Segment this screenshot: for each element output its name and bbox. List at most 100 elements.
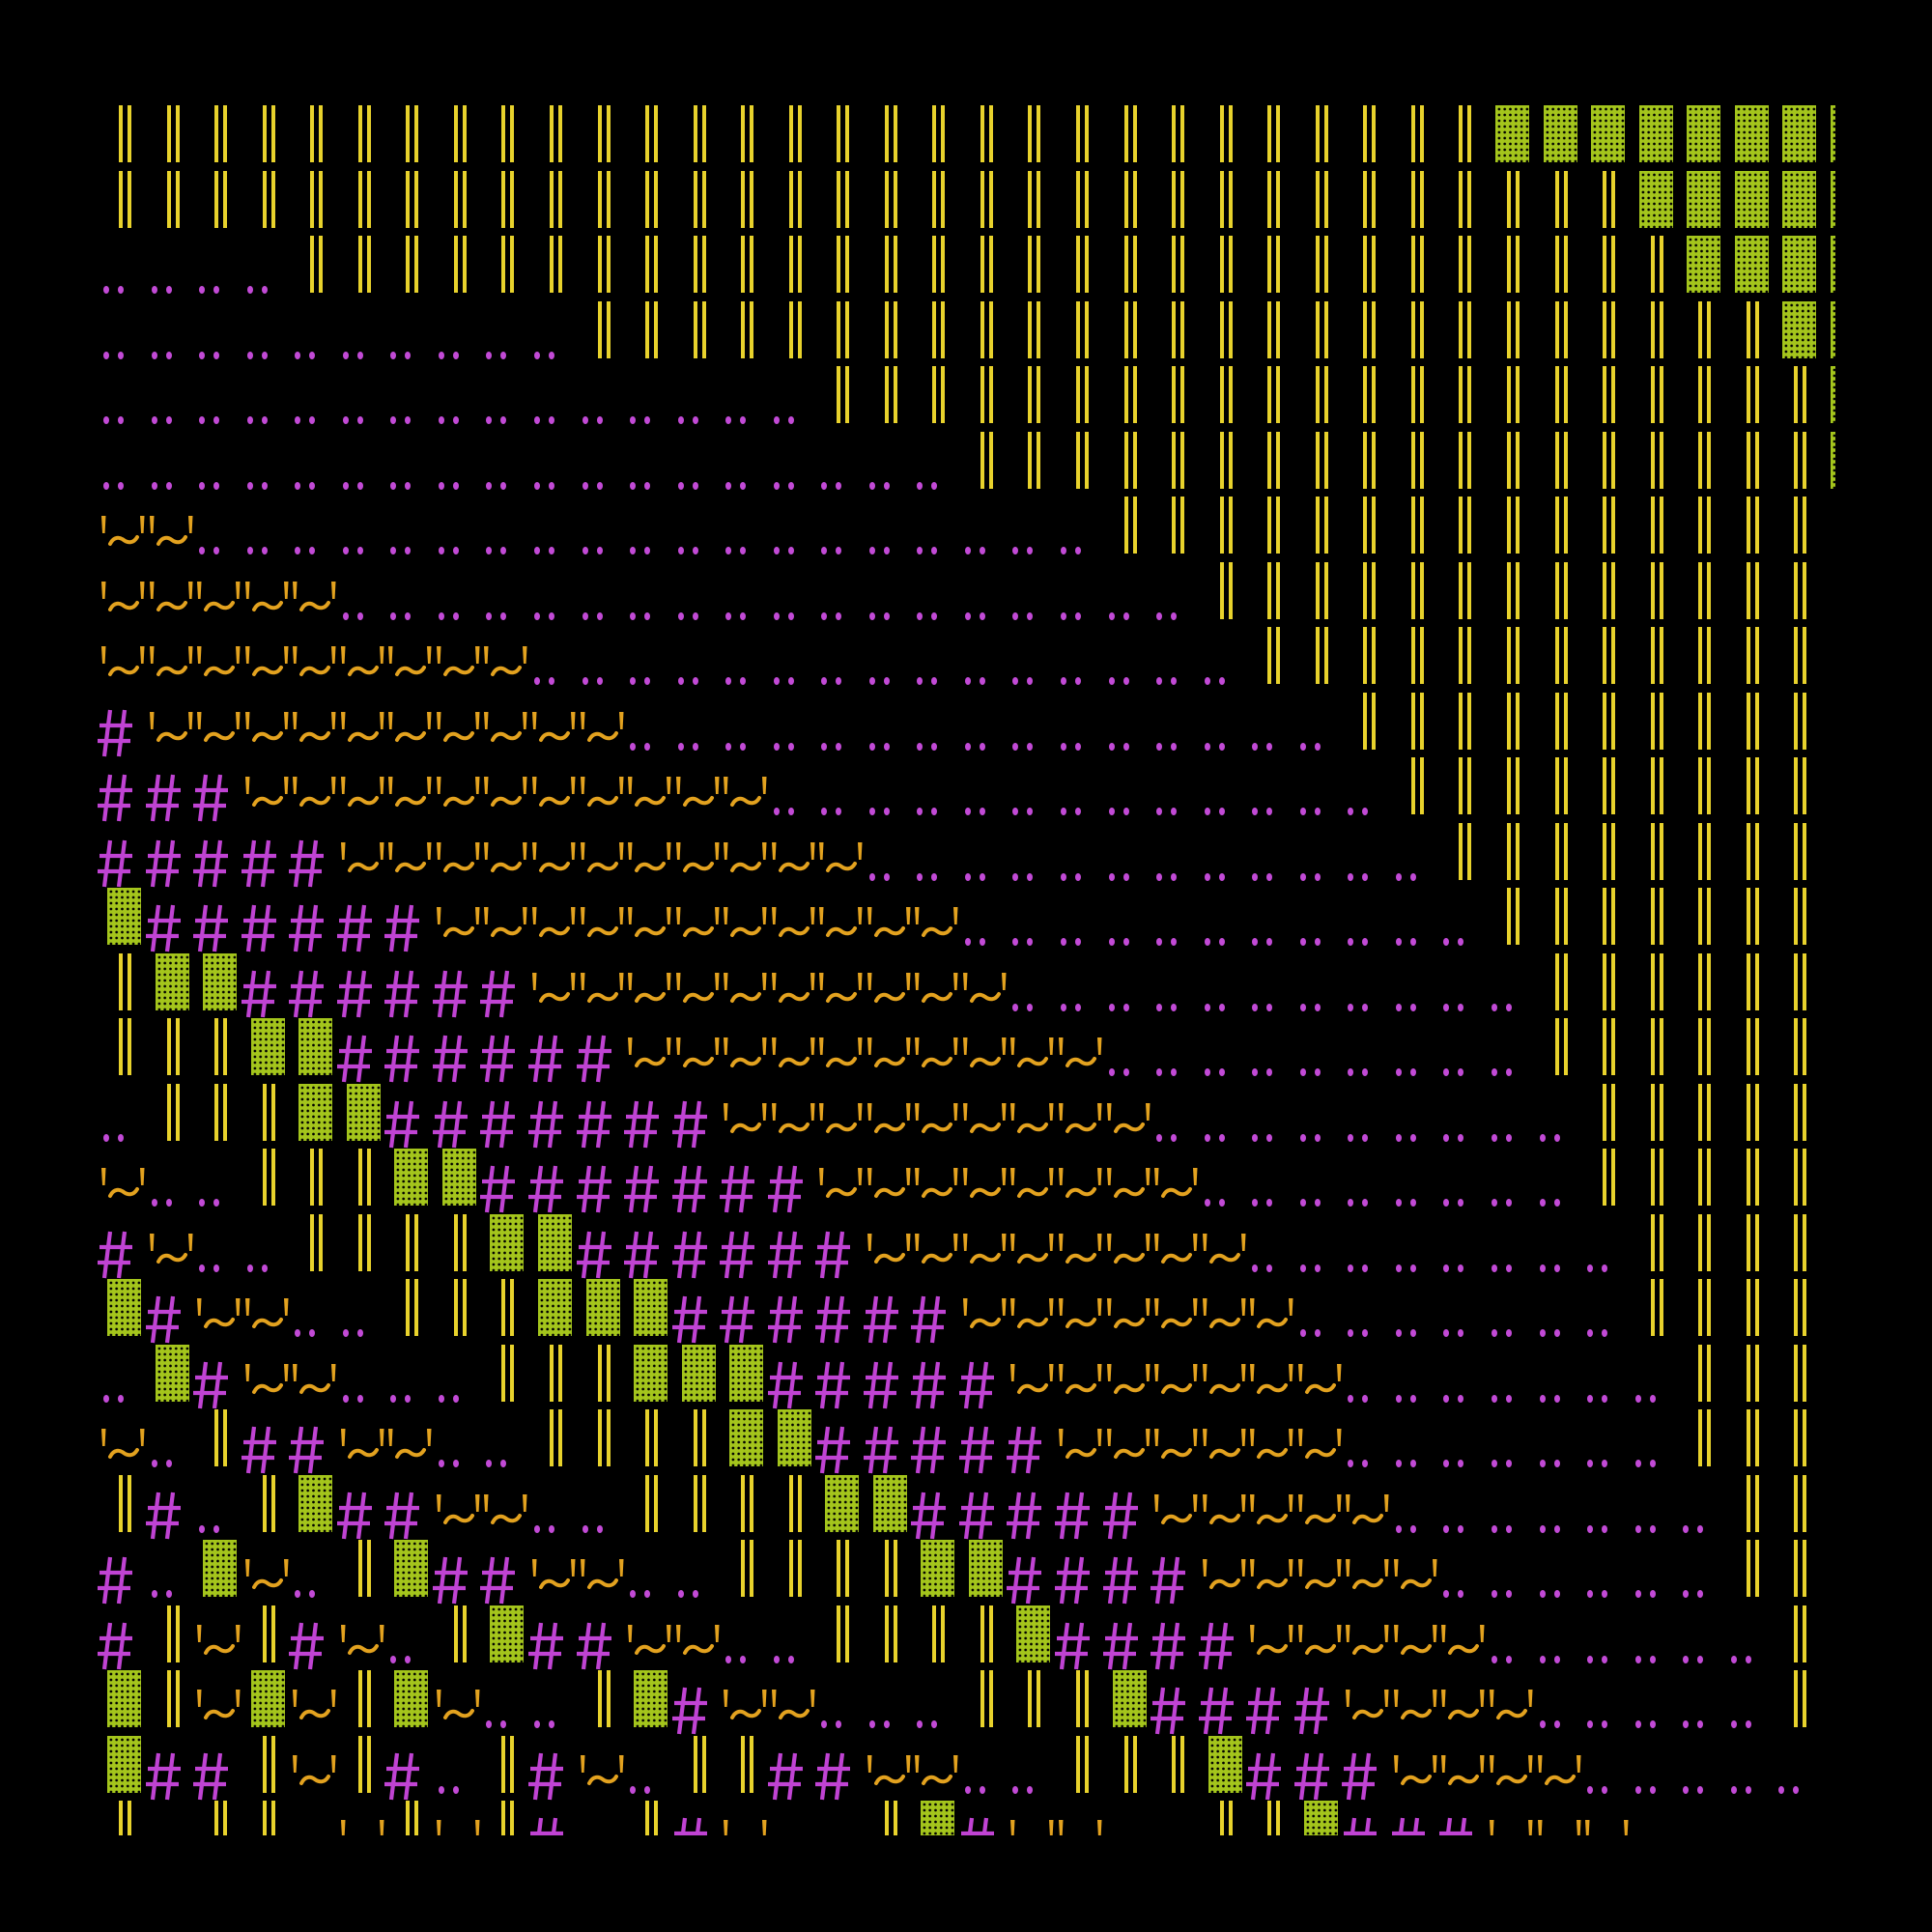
two-dot-leader-glyph (1533, 1406, 1581, 1471)
double-bar-glyph (1533, 753, 1581, 819)
double-bar-glyph (1533, 819, 1581, 885)
double-bar-glyph (527, 101, 576, 167)
two-dot-leader-glyph (527, 1666, 576, 1732)
two-dot-leader-glyph (1006, 1732, 1054, 1798)
quote-tilde-glyph (623, 884, 671, 950)
two-dot-leader-glyph (192, 298, 241, 363)
two-dot-leader-glyph (1485, 1210, 1533, 1276)
two-dot-leader-glyph (1436, 1014, 1485, 1080)
double-bar-glyph (1054, 298, 1102, 363)
hash-glyph (527, 1797, 576, 1835)
double-bar-glyph (1724, 1341, 1773, 1406)
double-bar-glyph (958, 101, 1007, 167)
double-bar-glyph (719, 232, 767, 298)
quote-tilde-glyph (1150, 1341, 1198, 1406)
shaded-block-glyph (1724, 232, 1773, 298)
two-dot-leader-glyph (623, 623, 671, 689)
two-dot-leader-glyph (719, 428, 767, 494)
quote-tilde-glyph (1198, 1536, 1246, 1602)
double-bar-glyph (1533, 493, 1581, 558)
quote-tilde-glyph (288, 558, 336, 624)
two-dot-leader-glyph (576, 493, 624, 558)
quote-tilde-glyph (479, 884, 527, 950)
double-bar-glyph (479, 101, 527, 167)
hash-glyph (1102, 1536, 1151, 1605)
two-dot-leader-glyph (767, 689, 815, 754)
double-bar-glyph (1772, 819, 1820, 885)
hash-glyph (671, 1080, 720, 1148)
double-bar-glyph (1102, 362, 1151, 428)
double-bar-glyph (1150, 232, 1198, 298)
two-dot-leader-glyph (1676, 1602, 1724, 1667)
two-dot-leader-glyph (1580, 1732, 1629, 1798)
double-bar-glyph (1676, 819, 1724, 885)
double-bar-glyph (1629, 1275, 1677, 1341)
two-dot-leader-glyph (1341, 1341, 1389, 1406)
quote-tilde-glyph (623, 819, 671, 885)
two-dot-leader-glyph (1293, 950, 1342, 1015)
double-bar-glyph (336, 1666, 384, 1732)
shaded-block-glyph (432, 1145, 480, 1210)
double-bar-glyph (432, 232, 480, 298)
two-dot-leader-glyph (288, 298, 336, 363)
glyph-row (97, 950, 1835, 1017)
quote-tilde-glyph (1054, 1341, 1102, 1406)
double-bar-glyph (1054, 167, 1102, 233)
two-dot-leader-glyph (910, 819, 958, 885)
two-dot-leader-glyph (1533, 1602, 1581, 1667)
two-dot-leader-glyph (1580, 1275, 1629, 1341)
two-dot-leader-glyph (1389, 1341, 1437, 1406)
double-bar-glyph (1772, 1275, 1820, 1341)
hash-glyph (241, 950, 289, 1017)
double-bar-glyph (1676, 1406, 1724, 1471)
glyph-row (97, 428, 1835, 494)
double-bar-glyph (1772, 1145, 1820, 1210)
glyph-row (97, 298, 1835, 363)
double-bar-glyph (1629, 884, 1677, 950)
double-bar-glyph (1676, 753, 1724, 819)
double-bar-glyph (1389, 362, 1437, 428)
two-dot-leader-glyph (767, 493, 815, 558)
quote-tilde-glyph (1341, 1536, 1389, 1602)
quote-tilde-glyph (863, 950, 911, 1015)
double-bar-glyph (1341, 689, 1389, 754)
two-dot-leader-glyph (1436, 1145, 1485, 1210)
two-dot-leader-glyph (97, 1341, 145, 1406)
two-dot-leader-glyph (719, 1602, 767, 1667)
double-bar-glyph (1150, 167, 1198, 233)
two-dot-leader-glyph (1485, 950, 1533, 1015)
two-dot-leader-glyph (1293, 1210, 1342, 1276)
quote-tilde-glyph (336, 623, 384, 689)
double-bar-glyph (1533, 362, 1581, 428)
hash-glyph (288, 950, 336, 1017)
two-dot-leader-glyph (1485, 1341, 1533, 1406)
double-bar-glyph (1245, 298, 1293, 363)
two-dot-leader-glyph (241, 232, 289, 298)
double-bar-glyph (1293, 362, 1342, 428)
shaded-block-glyph (192, 1536, 241, 1602)
quote-tilde-glyph (767, 884, 815, 950)
hash-glyph (479, 1145, 527, 1213)
double-bar-glyph (1772, 623, 1820, 689)
shaded-block-glyph (1629, 101, 1677, 167)
double-bar-glyph (1676, 362, 1724, 428)
double-bar-glyph (1436, 753, 1485, 819)
quote-tilde-glyph (1436, 1732, 1485, 1798)
two-dot-leader-glyph (1102, 689, 1151, 754)
double-bar-glyph (384, 232, 432, 298)
two-dot-leader-glyph (910, 753, 958, 819)
double-bar-glyph (432, 1210, 480, 1276)
hash-glyph (1341, 1797, 1389, 1835)
double-bar-glyph (576, 101, 624, 167)
double-bar-glyph (671, 232, 720, 298)
two-dot-leader-glyph (1485, 1536, 1533, 1602)
double-bar-glyph (288, 1210, 336, 1276)
double-bar-glyph (1245, 362, 1293, 428)
double-bar-glyph (97, 101, 145, 167)
double-bar-glyph (527, 232, 576, 298)
two-dot-leader-glyph (1293, 819, 1342, 885)
double-bar-glyph (336, 1536, 384, 1602)
double-bar-glyph (1341, 167, 1389, 233)
double-bar-glyph (1629, 362, 1677, 428)
quote-tilde-glyph (623, 950, 671, 1015)
